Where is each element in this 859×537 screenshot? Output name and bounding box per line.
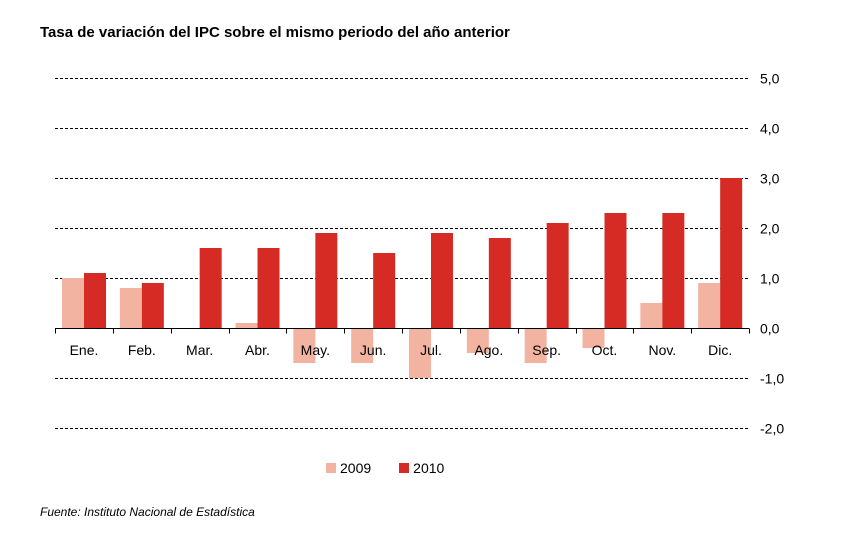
bar-2009-1 <box>62 278 84 328</box>
legend-item-2009: 2009 <box>326 460 371 476</box>
x-tick-label: Jul. <box>420 342 442 358</box>
bar-2010-1 <box>84 273 106 328</box>
y-tick-label: 5,0 <box>760 71 780 87</box>
bar-2009-6 <box>351 328 374 363</box>
chart-title: Tasa de variación del IPC sobre el mismo… <box>40 24 510 41</box>
bar-2010-6 <box>373 253 396 328</box>
legend: 2009 2010 <box>326 460 472 476</box>
x-tick-label: Abr. <box>245 342 270 358</box>
y-tick-label: 3,0 <box>760 171 780 187</box>
bar-2009-2 <box>119 288 142 328</box>
x-tick-label: Sep. <box>532 342 561 358</box>
bar-2009-5 <box>293 328 316 363</box>
bar-2010-2 <box>141 283 164 328</box>
bar-2010-12 <box>720 178 743 328</box>
bar-2010-5 <box>315 233 338 328</box>
legend-item-2010: 2010 <box>399 460 444 476</box>
x-tick-label: Ene. <box>70 342 99 358</box>
legend-label-2010: 2010 <box>413 460 445 476</box>
y-tick-label: 2,0 <box>760 221 780 237</box>
bar-2009-4 <box>235 323 258 328</box>
source-note: Fuente: Instituto Nacional de Estadístic… <box>40 505 255 519</box>
bar-2010-11 <box>662 213 685 328</box>
legend-swatch-2010 <box>399 463 410 473</box>
y-tick-label: 0,0 <box>760 321 780 337</box>
legend-swatch-2009 <box>326 463 336 473</box>
x-tick-label: Dic. <box>708 342 732 358</box>
x-tick-label: Oct. <box>592 342 618 358</box>
bar-2009-9 <box>524 328 547 363</box>
bar-2009-10 <box>582 328 605 348</box>
bar-2010-9 <box>546 223 569 328</box>
y-tick-label: 1,0 <box>760 271 780 287</box>
bar-2009-7 <box>409 328 431 378</box>
bars <box>62 178 743 378</box>
y-tick-label: 4,0 <box>760 121 780 137</box>
bar-2009-8 <box>466 328 489 353</box>
labels: -2,0 -1,0 0,0 1,0 2,0 3,0 4,0 5,0 Ene. Feb. Mar. Ab… <box>70 71 785 437</box>
bar-2009-11 <box>640 303 663 328</box>
x-tick-label: Feb. <box>128 342 156 358</box>
legend-label-2009: 2009 <box>340 460 372 476</box>
x-tick-label: Nov. <box>648 342 676 358</box>
y-tick-label: -2,0 <box>760 421 784 437</box>
x-tick-label: Ago. <box>474 342 503 358</box>
bar-2010-4 <box>257 248 280 328</box>
bar-2009-12 <box>698 283 721 328</box>
bar-2010-7 <box>431 233 453 328</box>
x-tick-label: Jun. <box>360 342 386 358</box>
axes <box>55 328 750 334</box>
bar-2010-10 <box>604 213 627 328</box>
bar-2010-3 <box>199 248 222 328</box>
x-tick-label: May. <box>301 342 330 358</box>
y-tick-label: -1,0 <box>760 371 784 387</box>
gridlines <box>55 78 749 429</box>
x-tick-label: Mar. <box>186 342 213 358</box>
bar-2010-8 <box>488 238 511 328</box>
